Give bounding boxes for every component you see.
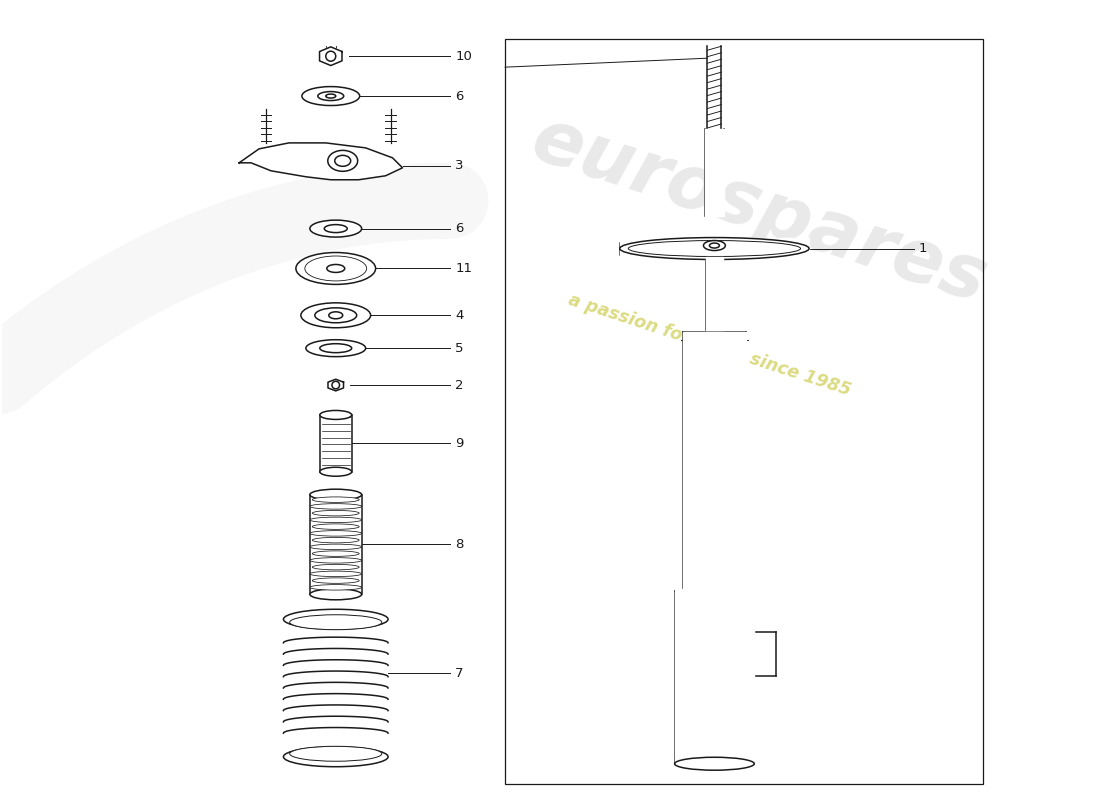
Text: 4: 4	[455, 309, 464, 322]
Ellipse shape	[310, 544, 362, 550]
Ellipse shape	[312, 524, 360, 530]
Ellipse shape	[334, 155, 351, 166]
Ellipse shape	[326, 94, 336, 98]
Bar	[505, 39, 983, 784]
Ellipse shape	[310, 558, 362, 563]
Text: 3: 3	[455, 159, 464, 172]
Ellipse shape	[284, 610, 388, 630]
Text: 5: 5	[455, 342, 464, 354]
Ellipse shape	[310, 517, 362, 522]
Ellipse shape	[306, 340, 365, 357]
Ellipse shape	[310, 585, 362, 590]
Ellipse shape	[312, 564, 360, 570]
Ellipse shape	[310, 589, 362, 600]
Text: 10: 10	[455, 50, 472, 62]
Text: 8: 8	[455, 538, 464, 551]
Ellipse shape	[318, 91, 343, 101]
Ellipse shape	[628, 241, 801, 257]
Ellipse shape	[327, 265, 344, 273]
Ellipse shape	[289, 746, 382, 762]
Ellipse shape	[674, 758, 755, 770]
Ellipse shape	[301, 86, 360, 106]
Ellipse shape	[312, 538, 360, 543]
Circle shape	[332, 382, 340, 389]
Ellipse shape	[305, 256, 366, 281]
Ellipse shape	[310, 571, 362, 577]
Ellipse shape	[310, 530, 362, 536]
Ellipse shape	[324, 225, 348, 233]
Ellipse shape	[315, 308, 356, 322]
Text: 9: 9	[455, 437, 464, 450]
Ellipse shape	[328, 150, 358, 171]
Ellipse shape	[329, 312, 343, 318]
Text: 2: 2	[455, 378, 464, 391]
Ellipse shape	[310, 489, 362, 500]
Text: 7: 7	[455, 666, 464, 679]
Ellipse shape	[320, 344, 352, 353]
Ellipse shape	[312, 551, 360, 556]
Text: a passion for parts since 1985: a passion for parts since 1985	[565, 291, 852, 399]
Polygon shape	[319, 47, 342, 66]
Ellipse shape	[301, 303, 371, 328]
Ellipse shape	[704, 241, 725, 250]
Text: 1: 1	[918, 242, 927, 255]
Text: 6: 6	[455, 222, 464, 235]
Circle shape	[326, 51, 336, 61]
Ellipse shape	[312, 578, 360, 583]
Text: 11: 11	[455, 262, 472, 275]
Text: eurospares: eurospares	[522, 102, 997, 318]
Polygon shape	[328, 379, 343, 391]
Ellipse shape	[320, 410, 352, 419]
Ellipse shape	[310, 220, 362, 237]
Ellipse shape	[296, 253, 375, 285]
Ellipse shape	[619, 238, 810, 259]
Ellipse shape	[710, 243, 719, 248]
Ellipse shape	[312, 497, 360, 502]
Ellipse shape	[312, 510, 360, 516]
Ellipse shape	[284, 746, 388, 766]
Polygon shape	[239, 143, 403, 180]
Ellipse shape	[289, 614, 382, 630]
Text: 6: 6	[455, 90, 464, 102]
Ellipse shape	[320, 467, 352, 476]
Ellipse shape	[310, 504, 362, 509]
